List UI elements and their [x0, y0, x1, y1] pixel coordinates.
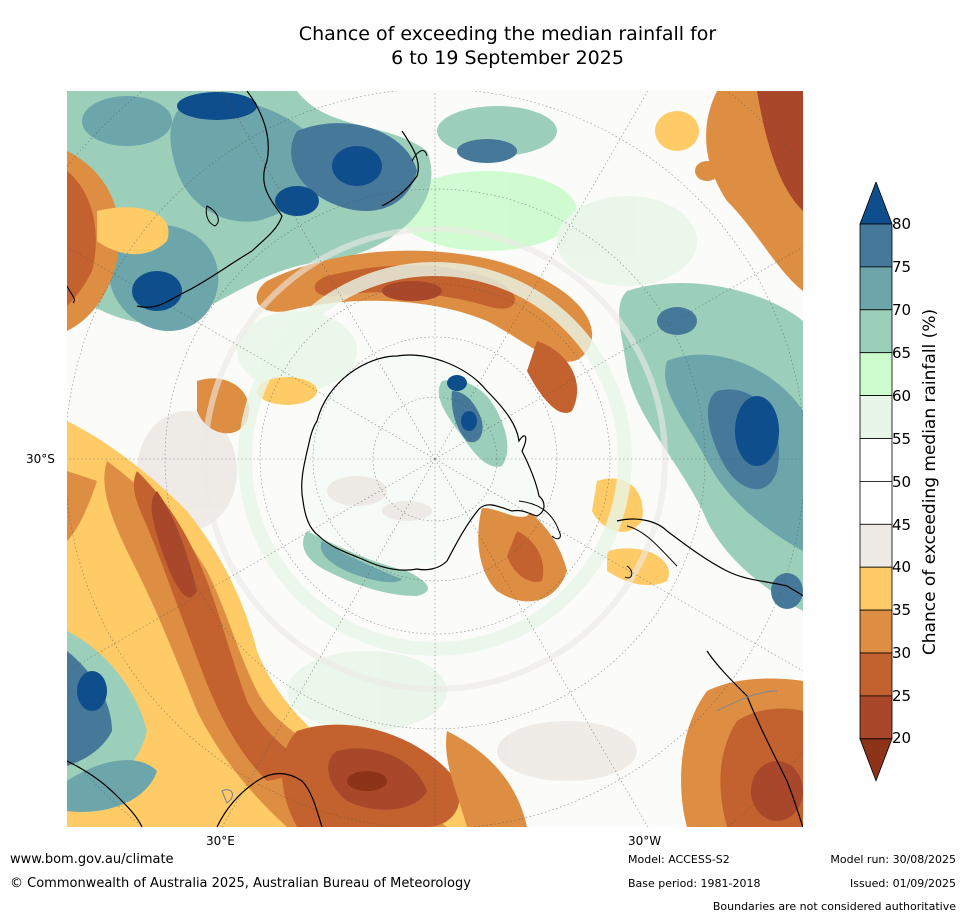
colorbar-tick-20: 20 — [892, 729, 912, 747]
colorbar-segment — [859, 309, 893, 354]
colorbar-tick-65: 65 — [892, 344, 912, 362]
title-line-2: 6 to 19 September 2025 — [391, 47, 624, 69]
colorbar — [859, 182, 893, 782]
colorbar-tick-40: 40 — [892, 558, 912, 576]
footer-copyright: © Commonwealth of Australia 2025, Austra… — [10, 876, 471, 891]
colorbar-segment — [859, 652, 893, 697]
rainfall-map — [67, 91, 803, 827]
colorbar-segment — [859, 480, 893, 525]
colorbar-extend-low — [859, 738, 893, 782]
colorbar-extend-high — [859, 182, 893, 225]
colorbar-tick-25: 25 — [892, 687, 912, 705]
title-line-1: Chance of exceeding the median rainfall … — [298, 23, 717, 45]
colorbar-tick-30: 30 — [892, 644, 912, 662]
colorbar-segment — [859, 609, 893, 654]
colorbar-segment — [859, 352, 893, 396]
map-title: Chance of exceeding the median rainfall … — [0, 22, 965, 70]
colorbar-tick-35: 35 — [892, 601, 912, 619]
footer-url[interactable]: www.bom.gov.au/climate — [10, 852, 174, 867]
colorbar-tick-80: 80 — [892, 215, 912, 233]
footer-issued: Issued: 01/09/2025 — [849, 877, 956, 890]
footer-base-period: Base period: 1981-2018 — [628, 877, 761, 890]
colorbar-tick-50: 50 — [892, 473, 912, 491]
footer-model-run: Model run: 30/08/2025 — [830, 853, 956, 866]
lat-label-30s: 30°S — [26, 452, 55, 466]
colorbar-segment — [859, 523, 893, 568]
colorbar-tick-60: 60 — [892, 387, 912, 405]
footer-model: Model: ACCESS-S2 — [628, 853, 730, 866]
colorbar-tick-55: 55 — [892, 430, 912, 448]
lon-label-30w: 30°W — [628, 834, 662, 848]
colorbar-segment — [859, 395, 893, 439]
colorbar-segment — [859, 695, 893, 740]
colorbar-segment — [859, 223, 893, 268]
colorbar-tick-75: 75 — [892, 258, 912, 276]
footer-disclaimer: Boundaries are not considered authoritat… — [712, 900, 956, 913]
lon-label-30e: 30°E — [206, 834, 235, 848]
colorbar-title: Chance of exceeding median rainfall (%) — [920, 308, 940, 656]
colorbar-segment — [859, 438, 893, 482]
colorbar-segment — [859, 266, 893, 311]
colorbar-tick-45: 45 — [892, 516, 912, 534]
colorbar-segment — [859, 566, 893, 611]
colorbar-tick-70: 70 — [892, 301, 912, 319]
